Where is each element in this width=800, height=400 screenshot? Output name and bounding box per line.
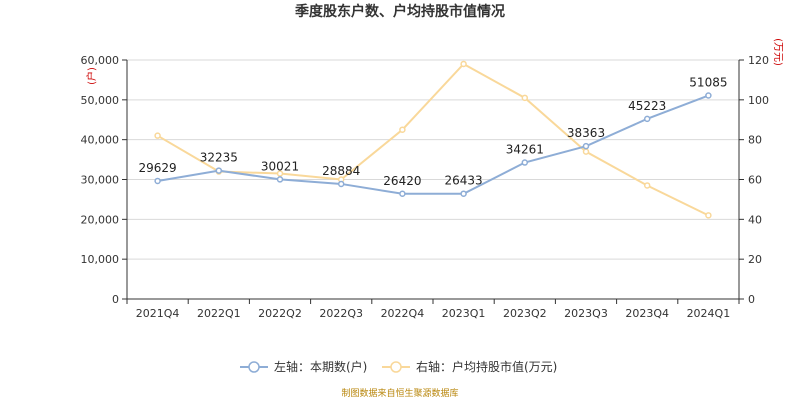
grid-lines: [127, 59, 739, 300]
x-tick-label: 2024Q1: [687, 307, 731, 320]
right-tick-label: 40: [748, 213, 762, 226]
data-label: 32235: [200, 151, 238, 165]
data-label: 34261: [506, 143, 544, 157]
holders-count-point: [460, 190, 467, 197]
holders-count-point: [643, 115, 651, 123]
left-axis-ticks: 0 10,000 20,000 30,000 40,000 50,000 60,000: [81, 54, 120, 306]
legend-item-right[interactable]: 右轴：户均持股市值(万元): [382, 359, 557, 374]
left-tick-label: 20,000: [81, 213, 120, 226]
x-tick-label: 2022Q3: [319, 307, 363, 320]
avg-holding-value-line: [157, 62, 709, 217]
data-label: 51085: [689, 76, 727, 90]
left-tick-label: 30,000: [81, 174, 120, 187]
holders-count-point: [399, 190, 406, 198]
x-axis-ticks: 2021Q4 2022Q1 2022Q2 2022Q3 2022Q4 2023Q1 2023…: [136, 307, 730, 320]
holders-count-point: [154, 177, 161, 185]
holders-count-point: [276, 176, 284, 183]
holders-count-point: [521, 159, 529, 166]
data-label: 26420: [383, 174, 421, 188]
left-axis-unit: (户): [85, 67, 98, 85]
data-label: 30021: [261, 159, 299, 173]
avg-holding-value-point: [154, 132, 161, 139]
legend-left-label: 左轴：本期数(户): [274, 359, 367, 374]
data-labels: 29629 32235 30021 28884 26420 26433 34261 38363…: [139, 76, 728, 188]
avg-holding-value-point: [460, 60, 467, 68]
left-tick-label: 10,000: [81, 253, 120, 266]
data-label: 29629: [139, 161, 177, 175]
holders-count-line: [157, 94, 709, 195]
avg-holding-value-point: [276, 170, 284, 177]
source-note: 制图数据来自恒生聚源数据库: [341, 387, 458, 399]
avg-holding-value-point: [399, 126, 406, 133]
holders-count-point: [337, 180, 345, 188]
x-tick-label: 2022Q2: [258, 307, 302, 320]
x-tick-label: 2023Q1: [442, 307, 486, 320]
avg-holding-value-point: [705, 212, 712, 219]
right-axis-ticks: 0 20 40 60 80 100 120: [748, 54, 769, 306]
legend-left-swatch-marker: [248, 361, 260, 373]
left-tick-label: 50,000: [81, 94, 120, 107]
left-tick-label: 40,000: [81, 134, 120, 147]
right-tick-label: 100: [748, 94, 769, 107]
holders-count-point: [215, 167, 223, 174]
holders-count-point: [582, 142, 590, 150]
right-tick-label: 0: [748, 293, 755, 306]
left-tick-label: 60,000: [81, 54, 120, 67]
x-tick-label: 2023Q3: [564, 307, 608, 320]
x-tick-label: 2023Q2: [503, 307, 547, 320]
x-tick-label: 2021Q4: [136, 307, 180, 320]
axes: [122, 59, 744, 304]
legend-right-swatch-marker: [390, 361, 402, 373]
left-tick-label: 0: [112, 293, 119, 306]
avg-holding-value-point: [643, 182, 651, 189]
avg-holding-value-point: [521, 94, 529, 102]
data-label: 45223: [628, 99, 666, 113]
x-tick-label: 2022Q4: [381, 307, 425, 320]
right-tick-label: 60: [748, 174, 762, 187]
data-label: 26433: [445, 174, 483, 188]
data-label: 38363: [567, 126, 605, 140]
legend[interactable]: 左轴：本期数(户) 右轴：户均持股市值(万元): [240, 359, 557, 374]
legend-right-label: 右轴：户均持股市值(万元): [416, 359, 557, 374]
right-tick-label: 80: [748, 134, 762, 147]
chart-title: 季度股东户数、户均持股市值情况: [294, 3, 505, 20]
right-tick-label: 20: [748, 253, 762, 266]
series-lines: [154, 60, 712, 219]
data-label: 28884: [322, 164, 360, 178]
holders-count-point: [705, 92, 712, 99]
right-tick-label: 120: [748, 54, 769, 67]
x-tick-label: 2023Q4: [625, 307, 669, 320]
avg-holding-value-point: [582, 148, 590, 155]
right-axis-unit: (万元): [772, 38, 783, 66]
x-tick-label: 2022Q1: [197, 307, 241, 320]
legend-item-left[interactable]: 左轴：本期数(户): [240, 359, 367, 374]
